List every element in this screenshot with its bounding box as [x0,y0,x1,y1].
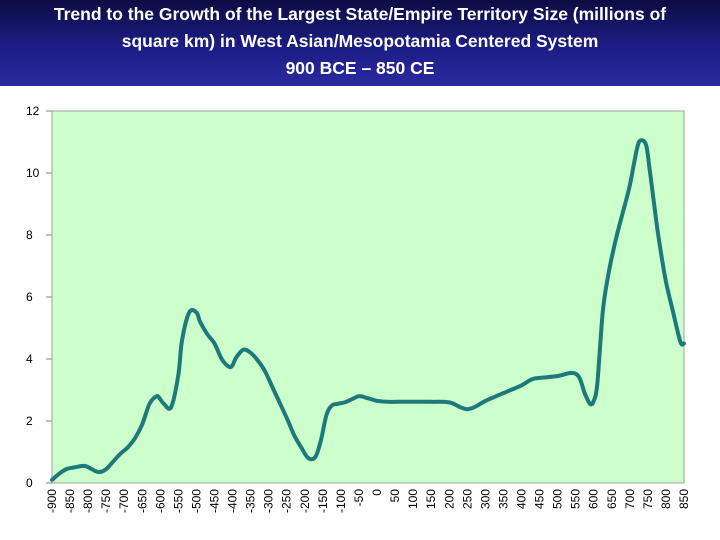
x-tick-label: -700 [117,489,131,513]
x-tick-label: -50 [352,489,366,507]
x-tick-label: -300 [262,489,276,513]
x-tick-label: -600 [153,489,167,513]
x-tick-label: -850 [63,489,77,513]
x-tick-label: -250 [280,489,294,513]
y-axis: 0 2 4 6 8 10 12 [26,104,52,490]
x-tick-label: -550 [171,489,185,513]
x-tick-label: -900 [45,489,59,513]
plot-area [51,110,685,484]
x-tick-label: 850 [677,489,691,509]
x-tick-label: 400 [514,489,528,509]
x-tick-label: -200 [298,489,312,513]
y-tick-label: 12 [26,104,40,118]
x-tick-label: -150 [316,489,330,513]
x-tick-label: 300 [478,489,492,509]
x-tick-label: -800 [81,489,95,513]
x-tick-label: 750 [641,489,655,509]
title-banner: Trend to the Growth of the Largest State… [0,0,720,86]
y-tick-label: 2 [26,414,33,428]
x-tick-label: 500 [551,489,565,509]
x-tick-label: 800 [659,489,673,509]
x-tick-label: 700 [623,489,637,509]
chart-title-line-1: Trend to the Growth of the Largest State… [53,4,667,24]
series-line [50,138,686,482]
x-tick-label: 600 [587,489,601,509]
x-tick-label: 50 [388,489,402,503]
x-tick-label: -450 [208,489,222,513]
y-tick-label: 10 [26,166,40,180]
chart-title-line-2: square km) in West Asian/Mesopotamia Cen… [121,31,599,51]
x-tick-label: 450 [533,489,547,509]
x-tick-label: 250 [460,489,474,509]
x-tick-label: 200 [442,489,456,509]
y-tick-label: 4 [26,352,33,366]
x-axis: -900 -850 -800 -750 -700 -650 -600 -550 -500 -450… [45,489,691,513]
chart-title-line-3: 900 BCE – 850 CE [285,58,435,78]
line-chart: 0 2 4 6 8 10 12 -900 -850 -800 -750 -700 -650 -600 -5… [26,104,691,513]
x-tick-label: 550 [569,489,583,509]
y-tick-label: 6 [26,290,33,304]
x-tick-label: 100 [406,489,420,509]
x-tick-label: -350 [244,489,258,513]
x-tick-label: 150 [424,489,438,509]
y-tick-label: 0 [26,476,33,490]
x-tick-label: -100 [334,489,348,513]
x-tick-label: -500 [189,489,203,513]
x-tick-label: 350 [496,489,510,509]
x-tick-label: 650 [605,489,619,509]
y-tick-label: 8 [26,228,33,242]
x-tick-label: -750 [99,489,113,513]
x-tick-label: -400 [226,489,240,513]
x-tick-label: -650 [135,489,149,513]
x-tick-label: 0 [370,489,384,496]
